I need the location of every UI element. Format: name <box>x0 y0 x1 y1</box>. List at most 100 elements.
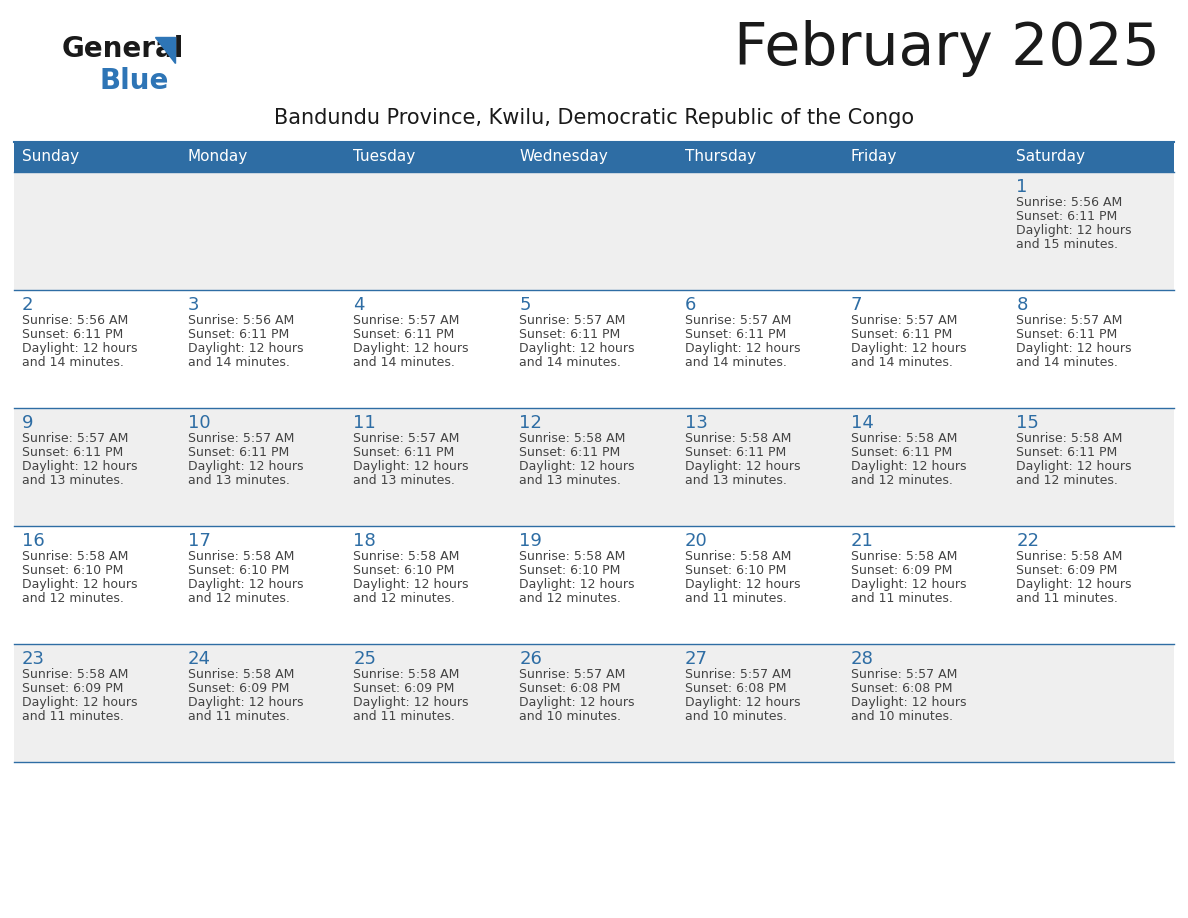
Text: and 12 minutes.: and 12 minutes. <box>519 592 621 605</box>
Text: Sunset: 6:11 PM: Sunset: 6:11 PM <box>353 446 455 459</box>
Text: Sunset: 6:09 PM: Sunset: 6:09 PM <box>1016 564 1118 577</box>
Text: Sunset: 6:10 PM: Sunset: 6:10 PM <box>684 564 786 577</box>
Text: and 11 minutes.: and 11 minutes. <box>1016 592 1118 605</box>
Text: Daylight: 12 hours: Daylight: 12 hours <box>23 342 138 355</box>
Text: Sunset: 6:09 PM: Sunset: 6:09 PM <box>188 682 289 695</box>
Text: Sunrise: 5:56 AM: Sunrise: 5:56 AM <box>188 314 293 327</box>
Text: Sunset: 6:08 PM: Sunset: 6:08 PM <box>684 682 786 695</box>
Text: and 12 minutes.: and 12 minutes. <box>1016 474 1118 487</box>
Text: and 11 minutes.: and 11 minutes. <box>188 710 290 723</box>
Text: Daylight: 12 hours: Daylight: 12 hours <box>353 460 469 473</box>
Text: Sunrise: 5:57 AM: Sunrise: 5:57 AM <box>684 668 791 681</box>
Text: Sunrise: 5:58 AM: Sunrise: 5:58 AM <box>188 550 295 563</box>
Text: Sunrise: 5:58 AM: Sunrise: 5:58 AM <box>851 432 958 445</box>
Text: Sunrise: 5:58 AM: Sunrise: 5:58 AM <box>519 550 626 563</box>
Text: Sunset: 6:11 PM: Sunset: 6:11 PM <box>519 328 620 341</box>
Polygon shape <box>154 37 175 63</box>
Text: 6: 6 <box>684 296 696 314</box>
Text: Sunrise: 5:58 AM: Sunrise: 5:58 AM <box>188 668 295 681</box>
Text: Daylight: 12 hours: Daylight: 12 hours <box>684 696 801 709</box>
Text: and 12 minutes.: and 12 minutes. <box>188 592 290 605</box>
Text: Sunset: 6:11 PM: Sunset: 6:11 PM <box>851 446 952 459</box>
Bar <box>14 408 1174 526</box>
Text: and 14 minutes.: and 14 minutes. <box>851 356 953 369</box>
Text: and 13 minutes.: and 13 minutes. <box>519 474 621 487</box>
Text: Blue: Blue <box>100 67 170 95</box>
Text: Sunset: 6:11 PM: Sunset: 6:11 PM <box>684 446 786 459</box>
Text: 8: 8 <box>1016 296 1028 314</box>
Text: Sunset: 6:08 PM: Sunset: 6:08 PM <box>519 682 620 695</box>
Text: and 15 minutes.: and 15 minutes. <box>1016 238 1118 251</box>
Text: Daylight: 12 hours: Daylight: 12 hours <box>684 460 801 473</box>
Text: Daylight: 12 hours: Daylight: 12 hours <box>851 460 966 473</box>
Text: and 11 minutes.: and 11 minutes. <box>684 592 786 605</box>
Text: Sunset: 6:09 PM: Sunset: 6:09 PM <box>23 682 124 695</box>
Text: and 14 minutes.: and 14 minutes. <box>684 356 786 369</box>
Text: and 10 minutes.: and 10 minutes. <box>851 710 953 723</box>
Text: Sunset: 6:11 PM: Sunset: 6:11 PM <box>188 328 289 341</box>
Text: and 13 minutes.: and 13 minutes. <box>684 474 786 487</box>
Text: and 11 minutes.: and 11 minutes. <box>23 710 124 723</box>
Text: Monday: Monday <box>188 150 248 164</box>
Text: 14: 14 <box>851 414 873 432</box>
Text: Sunrise: 5:57 AM: Sunrise: 5:57 AM <box>353 314 460 327</box>
Text: Daylight: 12 hours: Daylight: 12 hours <box>23 460 138 473</box>
Text: Daylight: 12 hours: Daylight: 12 hours <box>851 578 966 591</box>
Text: Daylight: 12 hours: Daylight: 12 hours <box>519 578 634 591</box>
Text: 21: 21 <box>851 532 873 550</box>
Bar <box>14 644 1174 762</box>
Bar <box>511 142 677 172</box>
Text: and 12 minutes.: and 12 minutes. <box>353 592 455 605</box>
Text: Daylight: 12 hours: Daylight: 12 hours <box>851 342 966 355</box>
Text: Daylight: 12 hours: Daylight: 12 hours <box>851 696 966 709</box>
Text: Sunrise: 5:58 AM: Sunrise: 5:58 AM <box>684 432 791 445</box>
Bar <box>14 526 1174 644</box>
Text: 19: 19 <box>519 532 542 550</box>
Text: Daylight: 12 hours: Daylight: 12 hours <box>23 578 138 591</box>
Text: 16: 16 <box>23 532 45 550</box>
Text: Sunrise: 5:58 AM: Sunrise: 5:58 AM <box>519 432 626 445</box>
Text: Sunrise: 5:58 AM: Sunrise: 5:58 AM <box>684 550 791 563</box>
Text: 24: 24 <box>188 650 210 668</box>
Text: 10: 10 <box>188 414 210 432</box>
Text: Sunrise: 5:58 AM: Sunrise: 5:58 AM <box>851 550 958 563</box>
Text: 1: 1 <box>1016 178 1028 196</box>
Text: Sunrise: 5:57 AM: Sunrise: 5:57 AM <box>188 432 295 445</box>
Text: Thursday: Thursday <box>684 150 756 164</box>
Text: Sunset: 6:11 PM: Sunset: 6:11 PM <box>684 328 786 341</box>
Text: 22: 22 <box>1016 532 1040 550</box>
Text: Sunrise: 5:58 AM: Sunrise: 5:58 AM <box>353 550 460 563</box>
Text: Sunday: Sunday <box>23 150 80 164</box>
Text: and 14 minutes.: and 14 minutes. <box>188 356 290 369</box>
Bar <box>677 142 842 172</box>
Text: and 11 minutes.: and 11 minutes. <box>353 710 455 723</box>
Text: 25: 25 <box>353 650 377 668</box>
Text: and 10 minutes.: and 10 minutes. <box>684 710 786 723</box>
Text: Daylight: 12 hours: Daylight: 12 hours <box>684 342 801 355</box>
Text: 23: 23 <box>23 650 45 668</box>
Bar <box>14 290 1174 408</box>
Text: Sunrise: 5:56 AM: Sunrise: 5:56 AM <box>23 314 128 327</box>
Text: Wednesday: Wednesday <box>519 150 608 164</box>
Text: Friday: Friday <box>851 150 897 164</box>
Text: Sunrise: 5:58 AM: Sunrise: 5:58 AM <box>1016 432 1123 445</box>
Bar <box>14 142 179 172</box>
Text: and 11 minutes.: and 11 minutes. <box>851 592 953 605</box>
Text: Sunset: 6:11 PM: Sunset: 6:11 PM <box>519 446 620 459</box>
Text: Daylight: 12 hours: Daylight: 12 hours <box>1016 578 1132 591</box>
Text: Daylight: 12 hours: Daylight: 12 hours <box>1016 224 1132 237</box>
Text: 15: 15 <box>1016 414 1040 432</box>
Text: and 10 minutes.: and 10 minutes. <box>519 710 621 723</box>
Text: Daylight: 12 hours: Daylight: 12 hours <box>353 342 469 355</box>
Text: Sunset: 6:10 PM: Sunset: 6:10 PM <box>353 564 455 577</box>
Text: and 13 minutes.: and 13 minutes. <box>188 474 290 487</box>
Text: and 13 minutes.: and 13 minutes. <box>353 474 455 487</box>
Text: Sunrise: 5:57 AM: Sunrise: 5:57 AM <box>23 432 128 445</box>
Text: Daylight: 12 hours: Daylight: 12 hours <box>188 696 303 709</box>
Text: and 14 minutes.: and 14 minutes. <box>1016 356 1118 369</box>
Text: Sunset: 6:08 PM: Sunset: 6:08 PM <box>851 682 952 695</box>
Text: Saturday: Saturday <box>1016 150 1086 164</box>
Text: and 13 minutes.: and 13 minutes. <box>23 474 124 487</box>
Bar <box>842 142 1009 172</box>
Text: 4: 4 <box>353 296 365 314</box>
